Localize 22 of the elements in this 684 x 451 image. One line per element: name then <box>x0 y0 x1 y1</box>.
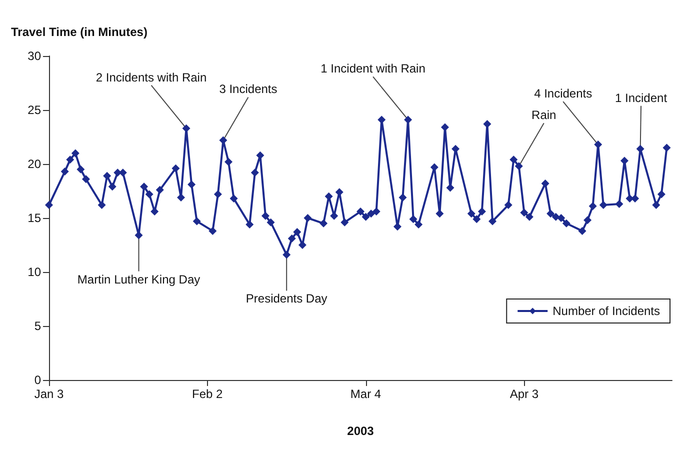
y-tick-label: 10 <box>28 265 42 279</box>
y-tick-label: 0 <box>34 373 42 387</box>
x-tick-label: Mar 4 <box>350 387 382 401</box>
annotation: 4 Incidents <box>534 86 592 101</box>
x-axis-title: 2003 <box>347 424 374 438</box>
x-tick-label: Apr 3 <box>510 387 539 401</box>
annotation: Rain <box>532 108 556 122</box>
annotation: 2 Incidents with Rain <box>96 70 207 84</box>
x-tick-label: Jan 3 <box>34 387 64 401</box>
annotation: 1 Incident <box>614 90 668 105</box>
y-tick-label: 30 <box>28 49 42 63</box>
y-axis-title: Travel Time (in Minutes) <box>11 25 148 39</box>
annotation: 3 Incidents <box>219 82 278 96</box>
x-tick-label: Feb 2 <box>192 387 224 401</box>
annotation: Presidents Day <box>246 292 328 306</box>
y-tick-label: 15 <box>28 211 42 225</box>
y-tick-label: 25 <box>28 103 42 117</box>
y-tick-label: 5 <box>34 319 42 333</box>
y-tick-label: 20 <box>28 157 42 171</box>
annotation: 1 Incident with Rain <box>320 62 426 76</box>
legend-label: Number of Incidents <box>552 304 660 318</box>
annotation: Martin Luther King Day <box>77 272 200 286</box>
